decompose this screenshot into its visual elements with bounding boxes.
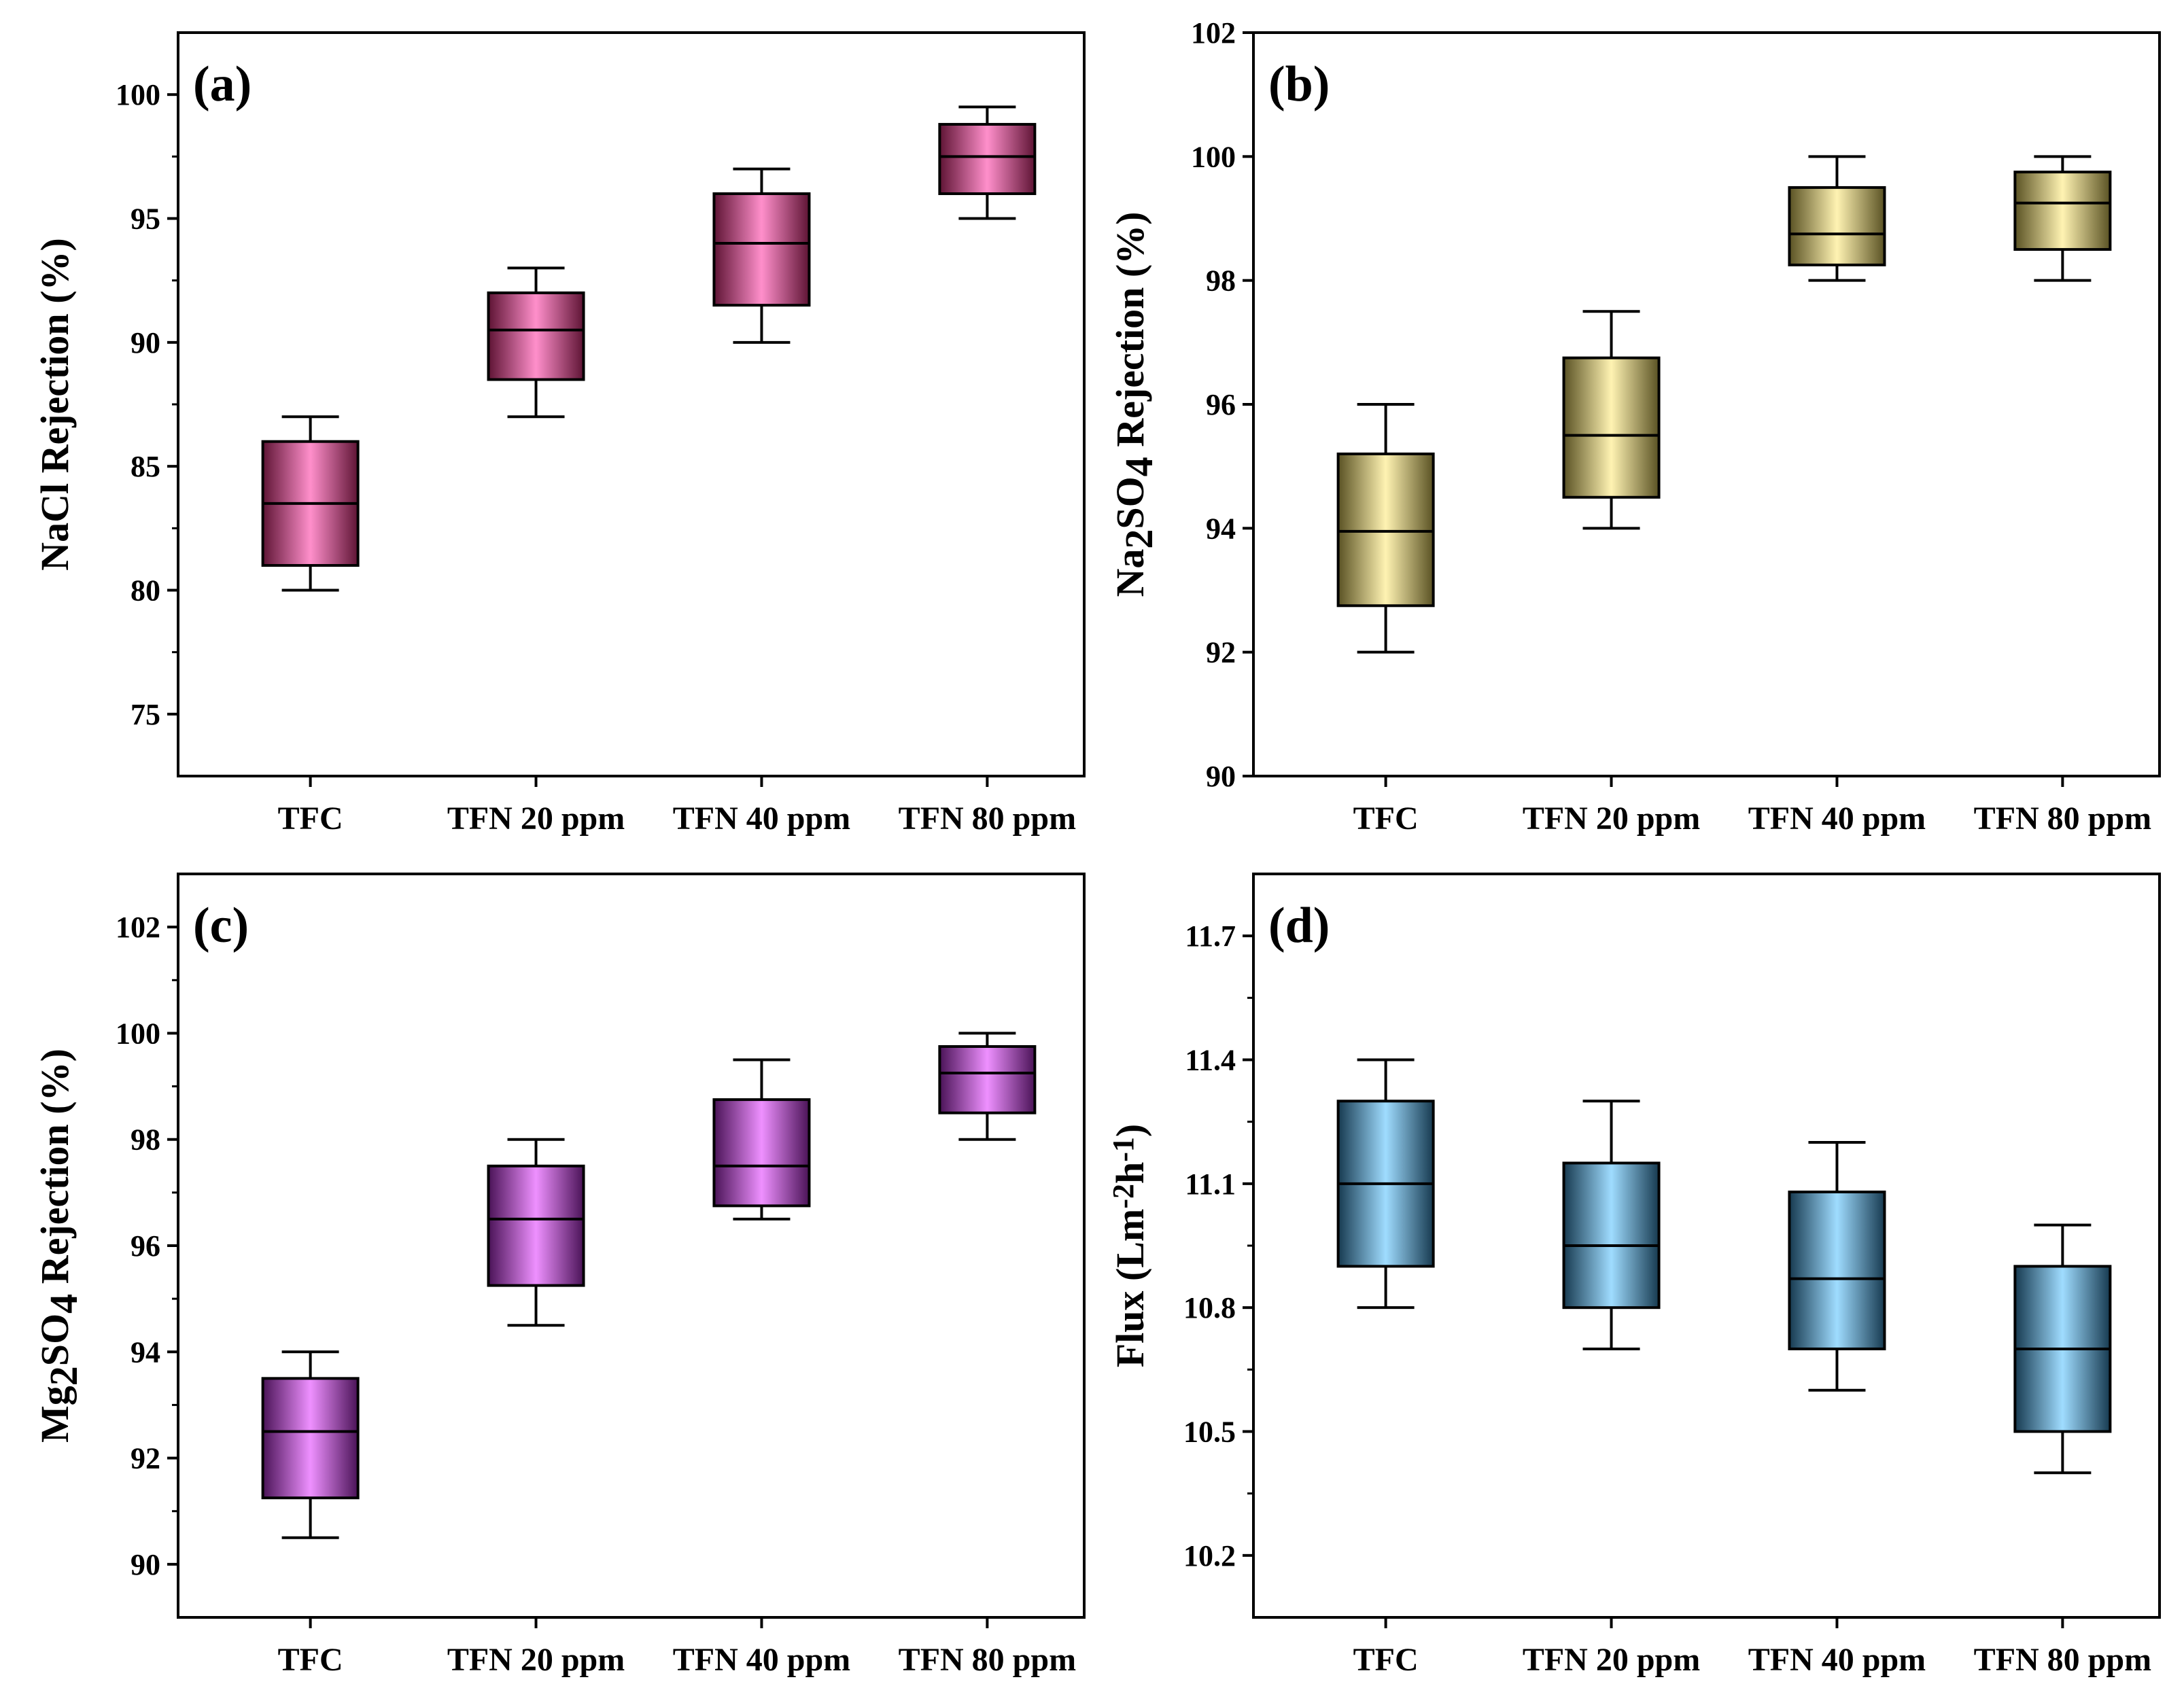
y-tick-label: 10.2 xyxy=(1183,1539,1236,1573)
y-tick-label: 11.4 xyxy=(1185,1044,1236,1077)
y-tick-label: 100 xyxy=(1191,140,1236,173)
y-tick-label: 102 xyxy=(116,911,160,944)
box-3 xyxy=(712,1058,811,1221)
box-body xyxy=(1788,186,1886,266)
x-tick-label: TFN 40 ppm xyxy=(1748,801,1926,837)
x-tick-label: TFN 80 ppm xyxy=(899,1642,1076,1678)
y-tick-label: 100 xyxy=(116,1017,160,1050)
y-axis-title: NaCl Rejection (%) xyxy=(33,238,77,571)
panel-d: 10.2 10.5 10.8 11.1 11.4 11.7 TFC TFN 20 ppm TFN… xyxy=(1107,873,2161,1678)
panel-c: 90 92 94 96 98 100 102 TFC TFN 20 ppm TFN 40 ppm T… xyxy=(33,873,1086,1678)
x-tick-label: TFN 40 ppm xyxy=(1748,1642,1926,1678)
x-tick-label: TFC xyxy=(278,1642,343,1678)
box-body xyxy=(938,122,1037,196)
box-2 xyxy=(487,266,585,419)
box-1 xyxy=(261,415,360,592)
y-tick-label: 10.8 xyxy=(1183,1291,1236,1324)
x-tick-label: TFN 80 ppm xyxy=(1974,801,2151,837)
x-tick-label: TFN 20 ppm xyxy=(1523,1642,1700,1678)
panel-a: 75 80 85 90 95 100 TFC TFN 20 ppm TFN 40 ppm TFN … xyxy=(33,31,1086,837)
y-tick-label: 96 xyxy=(131,1229,160,1263)
y-tick-label: 94 xyxy=(131,1335,160,1369)
y-axis-title: Mg2SO4 Rejection (%) xyxy=(33,1049,86,1443)
box-body xyxy=(261,1377,360,1500)
box-body xyxy=(938,1044,1037,1114)
plot-frame xyxy=(177,873,1086,1619)
box-3 xyxy=(1788,155,1886,282)
x-tick-label: TFN 80 ppm xyxy=(899,801,1076,837)
x-tick-label: TFN 80 ppm xyxy=(1974,1642,2151,1678)
box-body xyxy=(487,291,585,381)
box-2 xyxy=(1562,1100,1661,1350)
y-tick-label: 90 xyxy=(1206,760,1236,793)
y-tick-label: 11.7 xyxy=(1185,919,1236,953)
panel-label: (b) xyxy=(1268,56,1330,112)
box-body xyxy=(1562,356,1661,499)
y-axis-title: Flux (Lm-2h-1) xyxy=(1107,1124,1152,1368)
x-tick-label: TFN 20 ppm xyxy=(447,1642,625,1678)
y-tick-label: 98 xyxy=(1206,264,1236,298)
box-4 xyxy=(938,105,1037,220)
y-tick-label: 92 xyxy=(1206,636,1236,669)
panel-label: (d) xyxy=(1268,898,1330,953)
y-tick-label: 98 xyxy=(131,1123,160,1157)
y-tick-label: 100 xyxy=(116,78,160,111)
x-tick-label: TFN 20 ppm xyxy=(447,801,625,837)
x-tick-label: TFN 40 ppm xyxy=(673,801,850,837)
box-body xyxy=(712,192,811,307)
y-tick-label: 80 xyxy=(131,574,160,608)
x-tick-label: TFC xyxy=(1353,1642,1419,1678)
box-3 xyxy=(1788,1141,1886,1392)
box-body xyxy=(2013,171,2112,251)
y-tick-label: 85 xyxy=(131,450,160,483)
x-tick-label: TFN 40 ppm xyxy=(673,1642,850,1678)
panel-label: (c) xyxy=(193,898,249,953)
box-body xyxy=(487,1164,585,1287)
box-2 xyxy=(1562,310,1661,530)
box-body xyxy=(1788,1190,1886,1350)
y-tick-label: 94 xyxy=(1206,512,1236,545)
box-1 xyxy=(1336,1058,1435,1310)
box-3 xyxy=(712,167,811,344)
box-body xyxy=(712,1098,811,1208)
box-4 xyxy=(938,1032,1037,1141)
y-tick-label: 11.1 xyxy=(1185,1167,1236,1201)
x-tick-label: TFN 20 ppm xyxy=(1523,801,1700,837)
y-tick-label: 75 xyxy=(131,698,160,731)
y-tick-label: 96 xyxy=(1206,388,1236,421)
x-tick-label: TFC xyxy=(278,801,343,837)
y-tick-label: 102 xyxy=(1191,16,1236,50)
y-axis-title: Na2SO4 Rejection (%) xyxy=(1108,211,1161,597)
box-2 xyxy=(487,1138,585,1327)
y-tick-label: 90 xyxy=(131,1548,160,1581)
box-4 xyxy=(2013,155,2112,282)
box-body xyxy=(1336,452,1435,608)
x-tick-label: TFC xyxy=(1353,801,1419,837)
box-4 xyxy=(2013,1223,2112,1475)
y-tick-label: 10.5 xyxy=(1183,1416,1236,1449)
box-1 xyxy=(1336,403,1435,654)
y-tick-label: 92 xyxy=(131,1442,160,1475)
box-body xyxy=(1562,1161,1661,1310)
panel-label: (a) xyxy=(193,56,252,112)
box-1 xyxy=(261,1350,360,1539)
y-tick-label: 95 xyxy=(131,203,160,236)
y-tick-label: 90 xyxy=(131,326,160,359)
panel-b: 90 92 94 96 98 100 102 TFC TFN 20 ppm TFN 40 ppm T… xyxy=(1108,16,2161,837)
